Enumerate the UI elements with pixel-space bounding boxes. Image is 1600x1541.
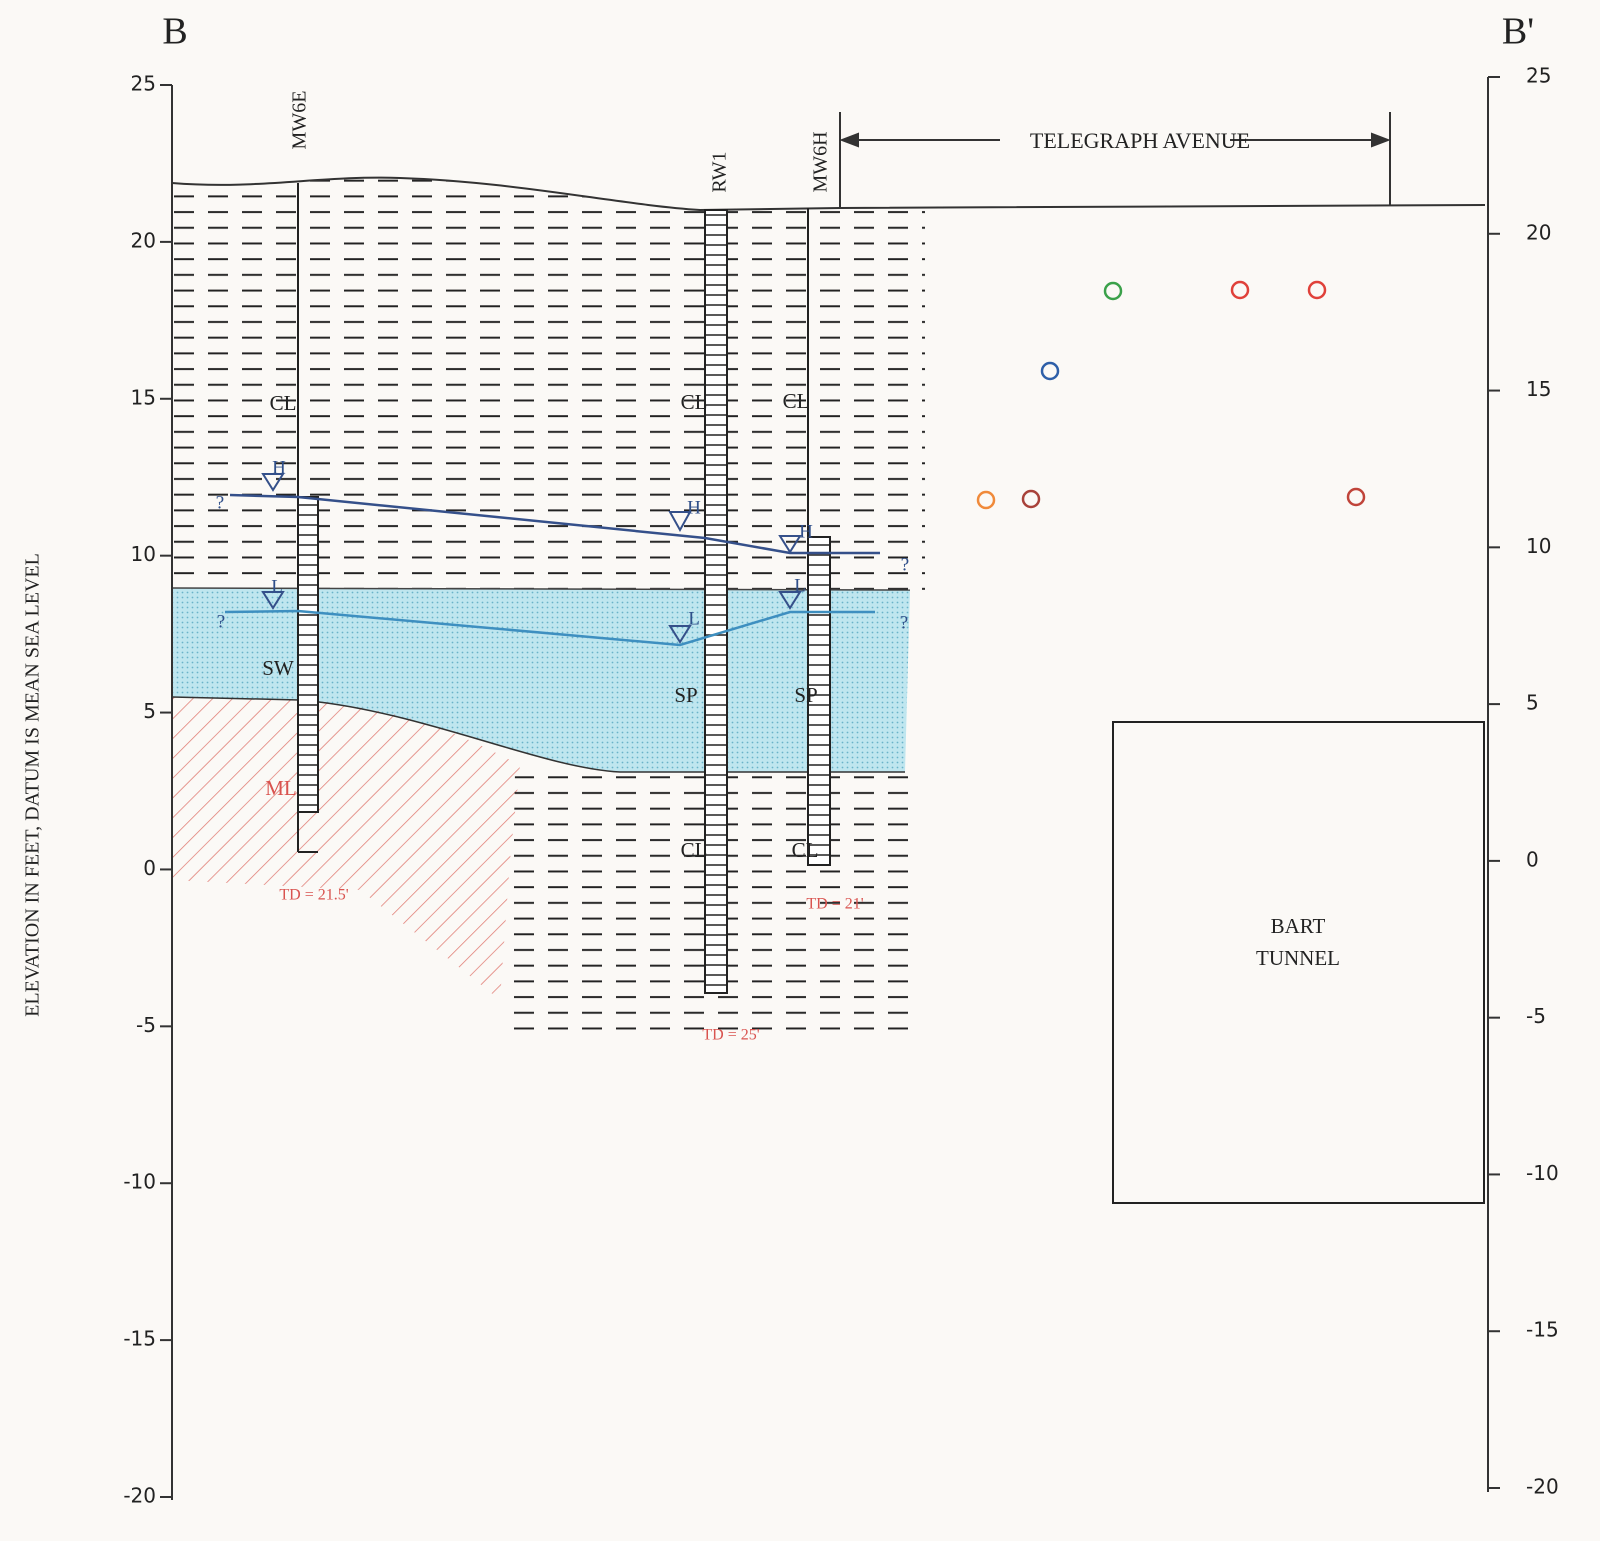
axis-label: ELEVATION IN FEET, DATUM IS MEAN SEA LEV… (22, 553, 44, 1017)
well-name: MW6H (810, 131, 832, 192)
tick-label: 25 (131, 72, 156, 96)
tick-label: -20 (1526, 1475, 1559, 1499)
water-level-label: H (799, 521, 813, 542)
soil-label: CL (792, 838, 819, 862)
unknown-mark: ? (900, 612, 908, 633)
well-name: MW6E (289, 91, 311, 150)
well-name: RW1 (709, 151, 731, 192)
soil-label: SP (674, 683, 697, 707)
tick-label: 5 (1526, 691, 1539, 715)
tick-label: 20 (1526, 220, 1551, 244)
tick-label: -5 (1526, 1004, 1546, 1028)
water-level-label: L (688, 608, 700, 629)
soil-label: SW (262, 656, 294, 680)
tick-label: -20 (123, 1484, 156, 1508)
total-depth: TD = 25' (702, 1027, 759, 1044)
tick-label: 10 (1526, 534, 1551, 558)
water-level-label: L (271, 576, 283, 597)
tick-label: -10 (1526, 1161, 1559, 1185)
unknown-mark: ? (216, 492, 224, 513)
tick-label: 0 (143, 856, 156, 880)
tick-label: 20 (131, 228, 156, 252)
soil-label: CL (783, 389, 810, 413)
tick-label: -15 (123, 1327, 156, 1351)
soil-label: ML (265, 776, 297, 800)
unknown-mark: ? (217, 611, 225, 632)
tick-label: 10 (131, 542, 156, 566)
tick-label: 15 (131, 385, 156, 409)
silt-layer (172, 697, 520, 1000)
section-start: B (162, 11, 187, 53)
water-level-label: L (794, 575, 806, 596)
water-level-label: H (687, 497, 701, 518)
tick-label: 15 (1526, 377, 1551, 401)
street-label: TELEGRAPH AVENUE (1030, 128, 1250, 153)
soil-label: CL (270, 391, 297, 415)
tick-label: 25 (1526, 64, 1551, 88)
structure-label: BART (1271, 914, 1326, 938)
section-end: B' (1502, 11, 1534, 53)
soil-label: CL (681, 838, 708, 862)
unknown-mark: ? (901, 554, 909, 575)
water-level-label: H (272, 457, 286, 478)
circle-markers (978, 282, 1364, 508)
structure-label: TUNNEL (1256, 946, 1340, 970)
tick-label: 5 (143, 699, 156, 723)
tick-label: -10 (123, 1170, 156, 1194)
tick-label: -15 (1526, 1318, 1559, 1342)
soil-label: CL (681, 390, 708, 414)
tick-label: 0 (1526, 847, 1539, 871)
soil-label: SP (794, 683, 817, 707)
street-marker (840, 112, 1390, 208)
tick-label: -5 (136, 1013, 156, 1037)
total-depth: TD = 21.5' (279, 887, 348, 904)
cross-section: B B' ELEVATION IN FEET, DATUM IS MEAN SE… (0, 0, 1600, 1541)
total-depth: TD = 21' (806, 896, 863, 913)
